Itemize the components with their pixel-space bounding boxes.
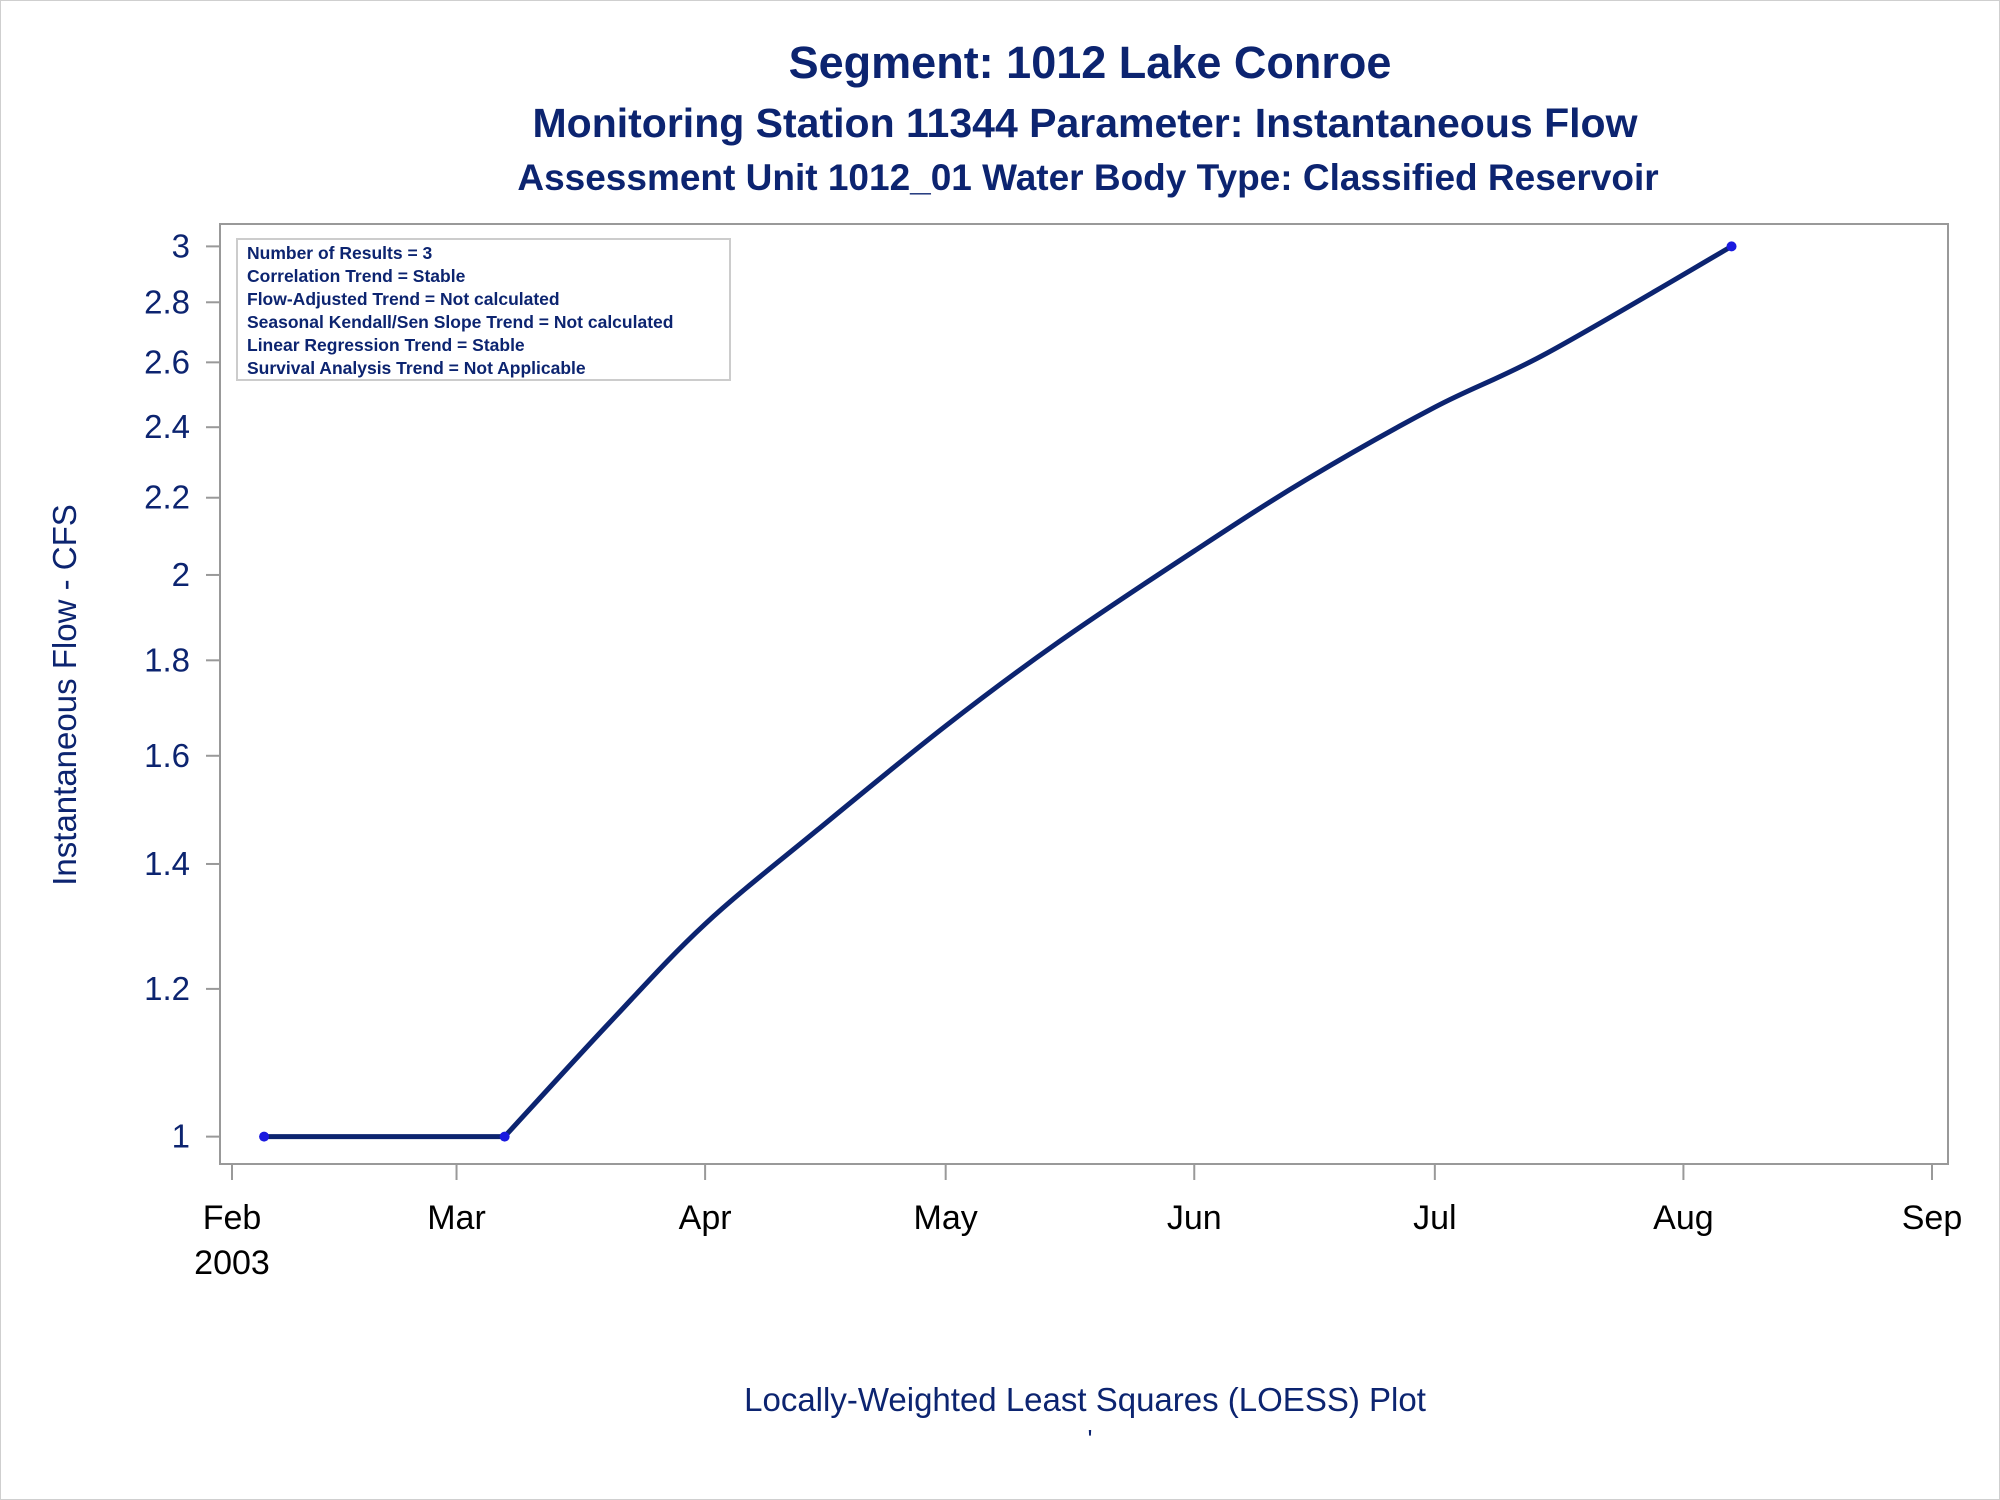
y-tick-label: 3: [172, 227, 190, 264]
x-tick-label: Apr: [679, 1199, 732, 1237]
y-tick-label: 1.2: [144, 970, 190, 1007]
y-tick-label: 1.8: [144, 641, 190, 678]
stats-box-frame: [236, 238, 731, 381]
chart-title: Segment: 1012 Lake Conroe: [789, 37, 1392, 88]
x-tick-label: Feb: [203, 1199, 262, 1237]
stats-line: Linear Regression Trend = Stable: [247, 335, 525, 355]
x-tick-label: Sep: [1902, 1199, 1963, 1237]
data-point: [1726, 241, 1737, 252]
x-year-label: 2003: [194, 1244, 270, 1282]
x-tick-label: Jun: [1167, 1199, 1222, 1237]
y-tick-label: 2.4: [144, 408, 190, 445]
loess-line: [261, 243, 1735, 1140]
y-tick-label: 2.2: [144, 479, 190, 516]
stats-line: Seasonal Kendall/Sen Slope Trend = Not c…: [247, 312, 673, 332]
y-tick-label: 2.6: [144, 343, 190, 380]
y-tick-label: 2.8: [144, 283, 190, 320]
y-tick-label: 1: [172, 1118, 190, 1155]
y-tick-label: 2: [172, 556, 190, 593]
x-axis: Feb Mar Apr May Jun Jul Aug Sep 2003: [194, 1163, 1963, 1282]
chart-footnote: Locally-Weighted Least Squares (LOESS) P…: [744, 1381, 1426, 1418]
y-tick-label: 1.6: [144, 737, 190, 774]
y-tick-label: 1.4: [144, 845, 190, 882]
x-tick-label: Jul: [1413, 1199, 1456, 1237]
stats-line: Survival Analysis Trend = Not Applicable: [247, 358, 586, 378]
series-layer: [259, 241, 1737, 1142]
x-tick-label: May: [914, 1199, 978, 1237]
footnote-mark: ': [1088, 1424, 1093, 1454]
data-point: [259, 1131, 270, 1142]
x-tick-label: Mar: [427, 1199, 486, 1237]
stats-line: Flow-Adjusted Trend = Not calculated: [247, 289, 560, 309]
data-point: [499, 1131, 510, 1142]
y-axis: 1 1.2 1.4 1.6 1.8 2 2.2 2.4 2.6 2.8 3: [144, 227, 220, 1155]
stats-line: Correlation Trend = Stable: [247, 266, 466, 286]
y-axis-label: Instantaneous Flow - CFS: [46, 504, 83, 886]
chart-subtitle-2: Assessment Unit 1012_01 Water Body Type:…: [517, 157, 1658, 198]
chart-subtitle: Monitoring Station 11344 Parameter: Inst…: [533, 100, 1638, 146]
stats-line: Number of Results = 3: [247, 243, 433, 263]
stats-box: Number of Results = 3 Correlation Trend …: [236, 238, 731, 381]
x-tick-label: Aug: [1653, 1199, 1714, 1237]
